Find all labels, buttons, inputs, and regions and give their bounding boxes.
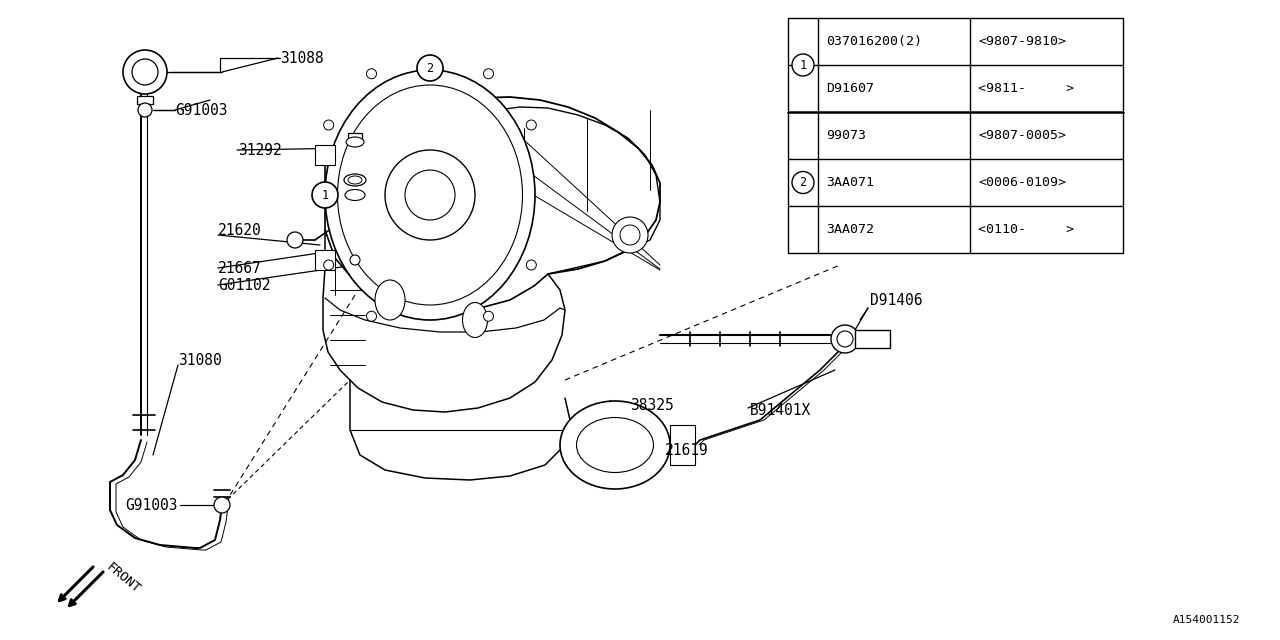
Circle shape	[366, 311, 376, 321]
Text: 2: 2	[426, 61, 434, 74]
Bar	[669, 425, 695, 465]
Text: 3AA071: 3AA071	[826, 176, 874, 189]
Ellipse shape	[576, 417, 654, 472]
Text: <0006-0109>: <0006-0109>	[978, 176, 1066, 189]
Text: 99073: 99073	[826, 129, 867, 142]
Text: 2: 2	[800, 176, 806, 189]
Circle shape	[792, 54, 814, 76]
Text: <9811-     >: <9811- >	[978, 82, 1074, 95]
Text: G91003: G91003	[175, 102, 228, 118]
Text: D91406: D91406	[870, 292, 923, 307]
Text: 21620: 21620	[218, 223, 261, 237]
Circle shape	[312, 182, 338, 208]
Bar	[855, 330, 890, 348]
Text: B91401X: B91401X	[750, 403, 812, 417]
Circle shape	[349, 255, 360, 265]
Circle shape	[526, 260, 536, 270]
Text: D91607: D91607	[826, 82, 874, 95]
Text: <9807-0005>: <9807-0005>	[978, 129, 1066, 142]
Text: 037016200(2): 037016200(2)	[826, 35, 922, 48]
Text: 3AA072: 3AA072	[826, 223, 874, 236]
Circle shape	[792, 172, 814, 193]
Text: G91003: G91003	[125, 497, 178, 513]
Circle shape	[831, 325, 859, 353]
Circle shape	[620, 225, 640, 245]
Text: A154001152: A154001152	[1172, 615, 1240, 625]
Circle shape	[123, 50, 166, 94]
Bar	[348, 133, 362, 141]
Ellipse shape	[561, 401, 669, 489]
Circle shape	[385, 150, 475, 240]
Circle shape	[132, 59, 157, 85]
Text: 21667: 21667	[218, 260, 261, 275]
Circle shape	[417, 55, 443, 81]
Circle shape	[324, 260, 334, 270]
Bar	[137, 96, 154, 104]
Text: 38325: 38325	[630, 397, 673, 413]
Text: 31292: 31292	[238, 143, 282, 157]
Circle shape	[366, 68, 376, 79]
Ellipse shape	[346, 137, 364, 147]
Text: 31088: 31088	[280, 51, 324, 65]
Text: 1: 1	[321, 189, 329, 202]
Circle shape	[484, 311, 494, 321]
Text: 31080: 31080	[178, 353, 221, 367]
Circle shape	[404, 170, 454, 220]
Circle shape	[138, 103, 152, 117]
Circle shape	[214, 497, 230, 513]
Text: <0110-     >: <0110- >	[978, 223, 1074, 236]
Ellipse shape	[462, 303, 488, 337]
Text: FRONT: FRONT	[104, 560, 143, 596]
Ellipse shape	[346, 189, 365, 200]
Ellipse shape	[344, 174, 366, 186]
Bar	[315, 250, 335, 270]
Ellipse shape	[325, 70, 535, 320]
Circle shape	[287, 232, 303, 248]
Bar	[315, 145, 335, 165]
Circle shape	[526, 120, 536, 130]
Text: 21619: 21619	[666, 442, 709, 458]
Text: G01102: G01102	[218, 278, 270, 292]
Circle shape	[612, 217, 648, 253]
Text: <9807-9810>: <9807-9810>	[978, 35, 1066, 48]
Circle shape	[484, 68, 494, 79]
Circle shape	[837, 331, 852, 347]
Circle shape	[324, 120, 334, 130]
Ellipse shape	[338, 85, 522, 305]
Text: 1: 1	[800, 58, 806, 72]
Ellipse shape	[375, 280, 404, 320]
Ellipse shape	[348, 176, 362, 184]
